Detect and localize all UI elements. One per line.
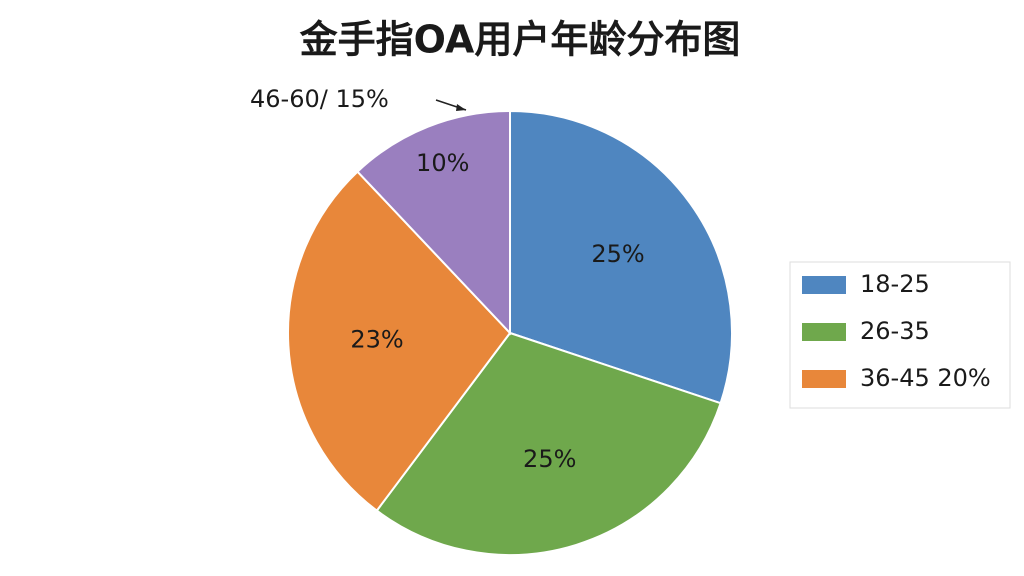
legend-label: 36-45 20% [860, 364, 991, 392]
data-label: 23% [350, 326, 403, 354]
legend-label: 26-35 [860, 317, 930, 345]
pie-slice [509, 109, 733, 405]
chart-title: 金手指OA用户年龄分布图 [299, 18, 741, 62]
data-label: 25% [591, 240, 644, 268]
legend-swatch [802, 323, 846, 341]
legend-swatch [802, 370, 846, 388]
data-label: 25% [523, 445, 576, 473]
data-label: 10% [416, 149, 469, 177]
annotation: 46-60/ 15% [250, 85, 389, 113]
arrow-head [456, 104, 466, 111]
pie-slice [287, 170, 512, 513]
legend-swatch [802, 276, 846, 294]
pie-slice [375, 331, 722, 556]
legend-label: 18-25 [860, 270, 930, 298]
pie-slice [356, 109, 511, 336]
